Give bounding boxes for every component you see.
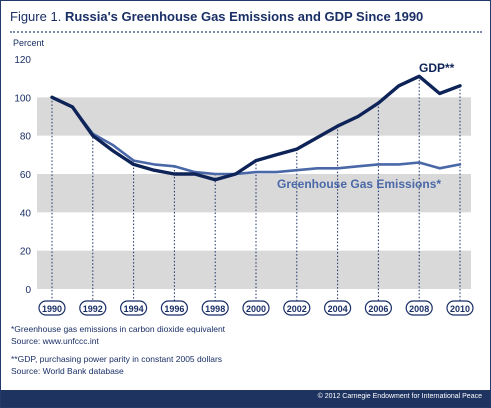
- y-tick-label-60: 60: [20, 170, 32, 181]
- x-tick-label-2002: 2002: [287, 304, 307, 314]
- grid-band-0: [37, 250, 471, 289]
- x-tick-label-2008: 2008: [409, 304, 429, 314]
- x-tick-label-2004: 2004: [328, 304, 348, 314]
- ghg-note: *Greenhouse gas emissions in carbon diox…: [11, 323, 225, 347]
- x-tick-badge-2004: [324, 300, 352, 316]
- line-chart: Percent 0 20 40 60 80 100 120 1990 1992 1994 1996 19…: [13, 38, 474, 316]
- y-tick-label-20: 20: [20, 247, 32, 258]
- x-tick-label-1998: 1998: [205, 304, 225, 314]
- x-tick-label-2006: 2006: [368, 304, 388, 314]
- x-tick-badge-1990: [38, 300, 66, 316]
- gdp-note-definition: **GDP, purchasing power parity in consta…: [11, 354, 223, 364]
- figure-title: Figure 1. Russia's Greenhouse Gas Emissi…: [10, 9, 423, 24]
- x-tick-badge-1998: [201, 300, 229, 316]
- y-tick-label-80: 80: [20, 132, 32, 143]
- title-divider: [10, 31, 482, 33]
- x-tick-badge-2010: [446, 300, 474, 316]
- figure-label: Figure 1.: [10, 9, 62, 24]
- x-tick-badge-2002: [283, 300, 311, 316]
- x-tick-badge-1994: [119, 300, 148, 316]
- series-label-emissions: Greenhouse Gas Emissions*: [277, 177, 441, 191]
- x-tick-label-1990: 1990: [42, 304, 62, 314]
- ghg-note-definition: *Greenhouse gas emissions in carbon diox…: [11, 324, 226, 334]
- y-tick-label-120: 120: [14, 55, 31, 66]
- x-tick-label-2000: 2000: [246, 304, 266, 314]
- grid-band-2: [37, 97, 471, 136]
- x-tick-badge-2000: [242, 300, 270, 316]
- x-tick-label-1994: 1994: [124, 304, 144, 314]
- footer-bar: © 2012 Carnegie Endowment for Internatio…: [1, 390, 490, 407]
- x-tick-badge-1996: [160, 300, 188, 316]
- gdp-note-source: Source: World Bank database: [11, 366, 124, 376]
- x-tick-badge-2006: [364, 300, 392, 316]
- x-tick-label-1996: 1996: [164, 304, 184, 314]
- y-tick-label-0: 0: [25, 285, 31, 296]
- chart-title: Russia's Greenhouse Gas Emissions and GD…: [64, 9, 424, 24]
- x-tick-badge-1992: [79, 300, 107, 316]
- series-label-gdp: GDP**: [419, 61, 455, 75]
- y-axis-label: Percent: [13, 38, 45, 48]
- copyright-text: © 2012 Carnegie Endowment for Internatio…: [317, 393, 482, 400]
- gdp-note: **GDP, purchasing power parity in consta…: [11, 353, 222, 377]
- series-line-emissions: [50, 96, 462, 176]
- x-tick-label-1992: 1992: [83, 304, 103, 314]
- y-tick-label-40: 40: [20, 208, 32, 219]
- series-line-gdp: [50, 74, 462, 182]
- y-tick-label-100: 100: [14, 93, 31, 104]
- x-tick-badge-2008: [405, 300, 433, 316]
- x-tick-label-2010: 2010: [450, 304, 470, 314]
- ghg-note-source: Source: www.unfccc.int: [11, 336, 99, 346]
- grid-band-1: [37, 174, 471, 213]
